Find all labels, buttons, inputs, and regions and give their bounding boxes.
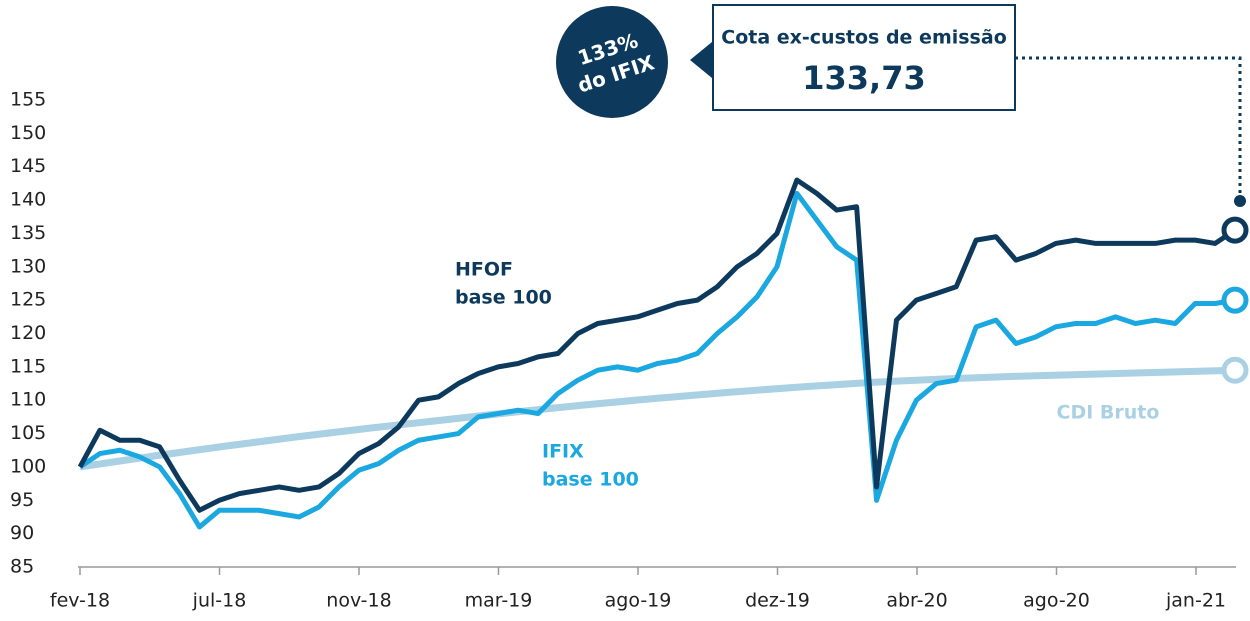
x-tick-label: jan-21	[1165, 590, 1226, 612]
x-tick-label: fev-18	[50, 590, 110, 612]
end-marker	[1221, 216, 1249, 244]
y-tick-label: 155	[10, 89, 46, 111]
x-tick-label: mar-19	[465, 590, 533, 612]
y-tick-label: 150	[10, 122, 46, 144]
series-line	[78, 190, 1236, 530]
x-tick-label: ago-19	[605, 590, 672, 612]
y-tick-label: 135	[10, 222, 46, 244]
pointer	[690, 42, 712, 78]
y-tick-label: 125	[10, 289, 46, 311]
connector	[1015, 56, 1242, 200]
series-line	[79, 366, 1236, 471]
y-tick-label: 105	[10, 422, 46, 444]
x-tick-label: abr-20	[886, 590, 947, 612]
y-tick-label: 100	[10, 455, 46, 477]
end-marker	[1221, 286, 1249, 314]
box-value: 133,73	[802, 59, 925, 97]
series-label: CDI Bruto	[1057, 402, 1160, 424]
y-tick-label: 110	[10, 389, 46, 411]
y-tick-label: 130	[10, 255, 46, 277]
end-marker	[1221, 356, 1249, 384]
x-tick-label: jul-18	[192, 590, 247, 612]
y-tick-label: 140	[10, 189, 46, 211]
series-label: IFIX	[542, 441, 584, 463]
series-label: HFOF	[455, 259, 513, 281]
y-tick-label: 90	[10, 522, 34, 544]
x-tick-label: dez-19	[745, 590, 810, 612]
ratio-badge	[556, 6, 668, 118]
x-tick-label: nov-18	[326, 590, 391, 612]
box-title: Cota ex-custos de emissão	[721, 27, 1007, 49]
y-tick-label: 145	[10, 155, 46, 177]
connector-dot	[1234, 195, 1246, 207]
x-tick-label: ago-20	[1023, 590, 1090, 612]
series-line	[77, 177, 1237, 513]
y-tick-label: 85	[10, 556, 34, 578]
y-tick-label: 120	[10, 322, 46, 344]
y-tick-label: 115	[10, 355, 46, 377]
series-note: base 100	[542, 469, 639, 491]
series-note: base 100	[455, 287, 552, 309]
y-tick-label: 95	[10, 489, 34, 511]
